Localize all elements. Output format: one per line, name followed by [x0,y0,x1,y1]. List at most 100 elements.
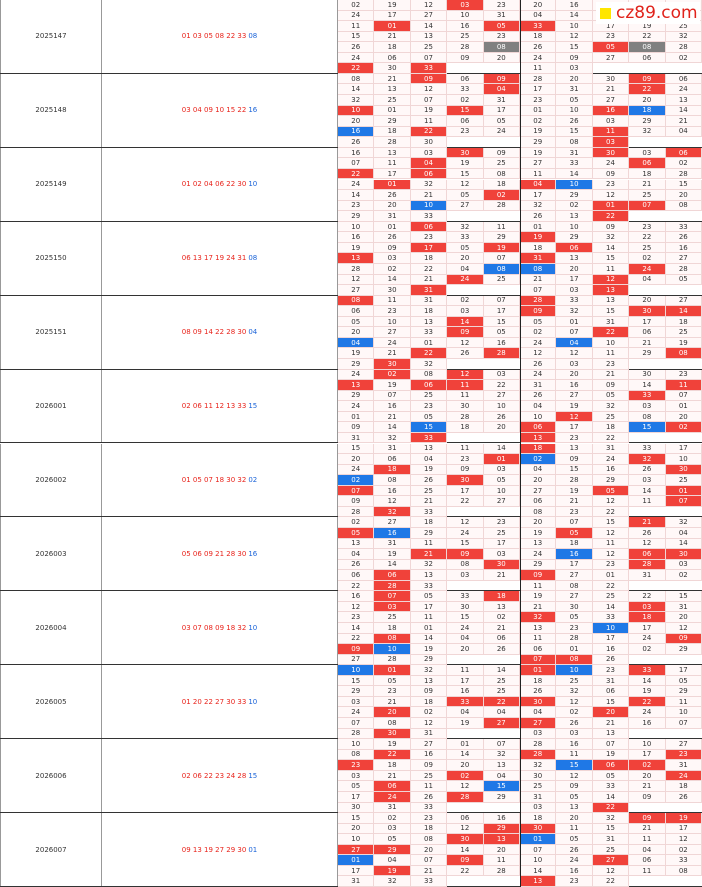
period-block: 2026006 02 06 22 23 24 28 15 10 19 27 01 07 28 16… [0,739,702,814]
number-cell: 05 [338,316,375,328]
number-cell: 19 [447,718,484,729]
number-cell: 33 [592,781,630,792]
number-cell: 05 [483,475,520,486]
number-cell: 21 [592,369,630,381]
number-cell: 17 [556,559,593,571]
draw-numbers: 01 02 04 06 22 30 10 [102,147,338,221]
number-cell: 11 [520,633,557,645]
number-cell: 04 [483,707,520,719]
number-cell: 02 [483,612,520,623]
number-cell: 17 [665,823,702,835]
blue-ball: 15 [248,402,258,411]
number-cell: 08 [556,580,593,592]
blue-ball: 16 [248,549,258,558]
number-cell: 19 [556,485,593,497]
number-cell: 07 [410,52,448,64]
number-cell: 05 [665,675,702,687]
number-cell: 27 [520,718,557,729]
number-cell: 29 [338,390,375,402]
number-cell: 27 [665,739,702,750]
number-cell: 06 [374,781,411,792]
number-cell: 31 [374,443,411,455]
number-cell: 20 [410,844,448,856]
number-cell: 13 [592,728,630,740]
number-cell: 24 [447,623,484,634]
number-cell: 30 [338,802,375,814]
number-cell: 02 [447,770,484,782]
number-cell: 21 [374,73,411,85]
number-cell: 27 [338,654,375,666]
number-cell: 24 [665,84,702,95]
number-cell: 12 [556,770,593,782]
number-cell: 29 [483,232,520,243]
blue-ball: 16 [248,106,258,115]
number-cell: 14 [374,559,411,571]
number-cell: 30 [592,73,630,85]
number-cell: 30 [556,601,593,613]
number-cell: 11 [629,865,666,877]
number-cell: 20 [338,823,375,835]
number-cell: 10 [592,623,630,634]
number-cell: 05 [374,675,411,687]
number-cell: 07 [520,654,557,666]
number-cell: 10 [447,10,484,22]
number-cell: 16 [592,644,630,655]
number-cell: 26 [520,390,557,402]
number-cell: 02 [665,158,702,169]
number-cell: 04 [665,527,702,539]
number-cell: 27 [520,158,557,169]
number-cell: 32 [410,665,448,676]
number-cell: 21 [592,718,630,729]
number-cell: 01 [592,200,630,212]
number-cell: 32 [520,760,557,771]
number-cell: 30 [447,147,484,159]
number-cell: 25 [374,612,411,623]
number-cell: 28 [338,506,375,518]
number-cell: 06 [520,422,557,433]
red-balls: 01 02 04 06 22 30 [181,180,247,189]
number-cell: 22 [483,380,520,391]
number-cell: 07 [374,591,411,602]
number-cell: 06 [447,813,484,824]
number-cell: 13 [374,147,411,159]
number-cell: 06 [592,686,630,697]
number-cell: 10 [338,739,375,750]
number-cell: 10 [374,644,411,655]
number-cell: 15 [338,31,375,43]
number-cell: 25 [483,158,520,169]
number-cell: 17 [556,274,593,286]
number-cell: 07 [665,718,702,729]
number-cell: 12 [592,865,630,877]
number-cell: 02 [665,570,702,581]
number-cell: 07 [629,200,666,212]
number-cell: 01 [556,316,593,328]
number-cell: 11 [629,834,666,845]
number-cell: 17 [665,665,702,676]
number-cell: 32 [483,749,520,761]
number-cell: 19 [520,232,557,243]
number-cell: 23 [483,31,520,43]
number-cell: 07 [483,253,520,264]
number-cell: 20 [665,411,702,423]
number-cell: 07 [410,95,448,106]
number-cell: 05 [592,390,630,402]
number-cell: 20 [520,475,557,486]
number-cell: 06 [629,327,666,338]
number-cell: 31 [665,601,702,613]
period-number: 2025150 [0,221,102,295]
number-cell: 08 [665,865,702,877]
number-cell: 27 [338,285,375,296]
number-cell: 30 [447,601,484,613]
number-cell: 11 [447,665,484,676]
number-cell: 31 [592,316,630,328]
number-cell: 13 [338,538,375,550]
number-cell: 14 [629,380,666,391]
number-cell: 18 [483,591,520,602]
number-cell: 06 [629,549,666,560]
draw-numbers: 01 03 05 08 22 33 08 [102,0,338,73]
number-cell: 05 [665,274,702,286]
number-cell: 32 [338,95,375,106]
number-cell: 01 [338,411,375,423]
number-cell: 21 [629,179,666,191]
number-cell: 24 [374,791,411,803]
